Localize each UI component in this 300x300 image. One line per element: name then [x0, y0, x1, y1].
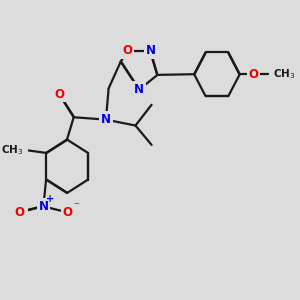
- Text: CH$_3$: CH$_3$: [1, 143, 23, 157]
- Text: N: N: [101, 113, 111, 126]
- Text: N: N: [146, 44, 155, 58]
- Text: O: O: [54, 88, 64, 100]
- Text: O: O: [63, 206, 73, 219]
- Text: +: +: [46, 194, 54, 204]
- Text: N: N: [134, 83, 144, 96]
- Text: O: O: [123, 44, 133, 58]
- Text: O: O: [14, 206, 24, 219]
- Text: N: N: [38, 200, 48, 213]
- Text: ⁻: ⁻: [73, 201, 79, 211]
- Text: CH$_3$: CH$_3$: [273, 67, 296, 81]
- Text: O: O: [249, 68, 259, 81]
